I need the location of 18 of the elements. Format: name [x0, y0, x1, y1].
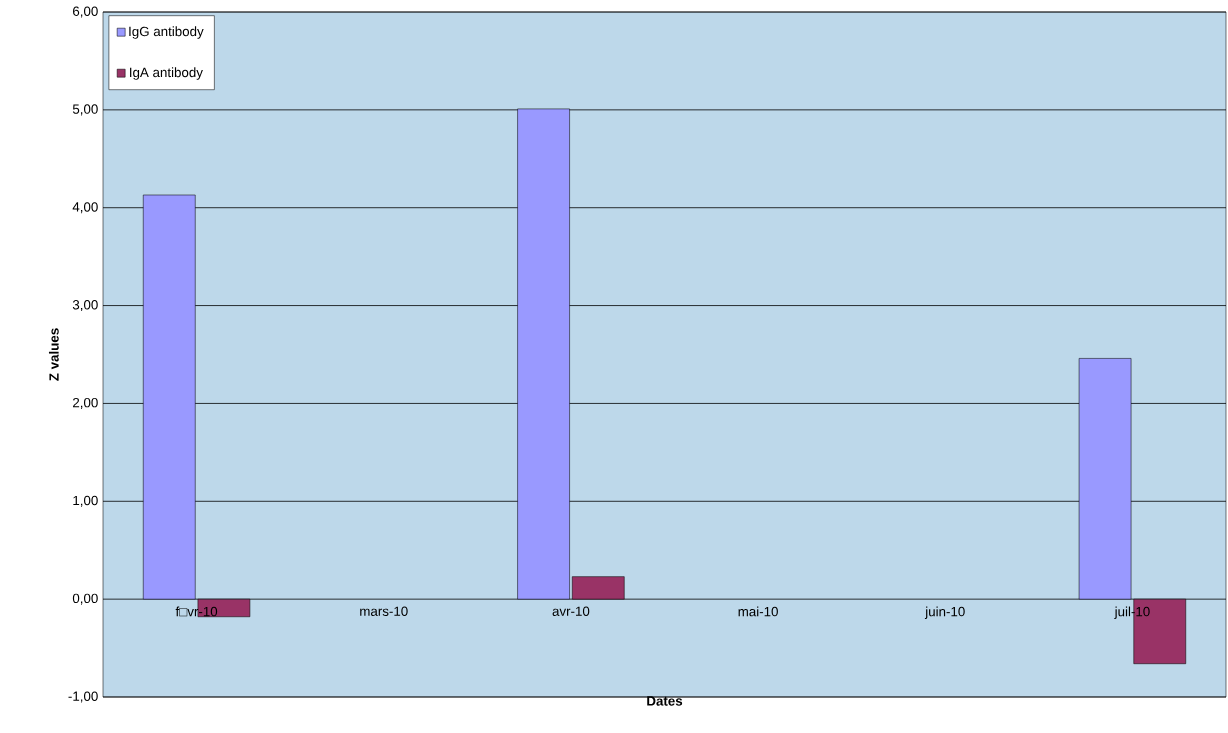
y-tick-label: -1,00: [68, 691, 98, 703]
y-axis-title: Z values: [48, 328, 59, 381]
x-tick-label: juin-10: [924, 606, 965, 619]
y-tick-label: 4,00: [72, 202, 98, 214]
y-tick-label: 2,00: [73, 397, 98, 409]
y-tick-label: 1,00: [73, 495, 98, 507]
x-axis-title: Dates: [647, 696, 683, 706]
x-tick-label: avr-10: [552, 606, 590, 616]
y-tick-label: 5,00: [72, 104, 98, 116]
x-tick-label: mai-10: [738, 606, 778, 617]
y-tick-label: 3,00: [72, 300, 98, 312]
x-tick-label: mars-10: [360, 606, 408, 616]
legend-label: IgA antibody: [130, 67, 203, 80]
bar: [571, 576, 625, 600]
legend-label: IgG antibody: [129, 26, 204, 39]
y-tick-label: 0,00: [72, 593, 98, 605]
bar: [517, 108, 570, 600]
y-tick-label: 6,00: [73, 6, 98, 18]
